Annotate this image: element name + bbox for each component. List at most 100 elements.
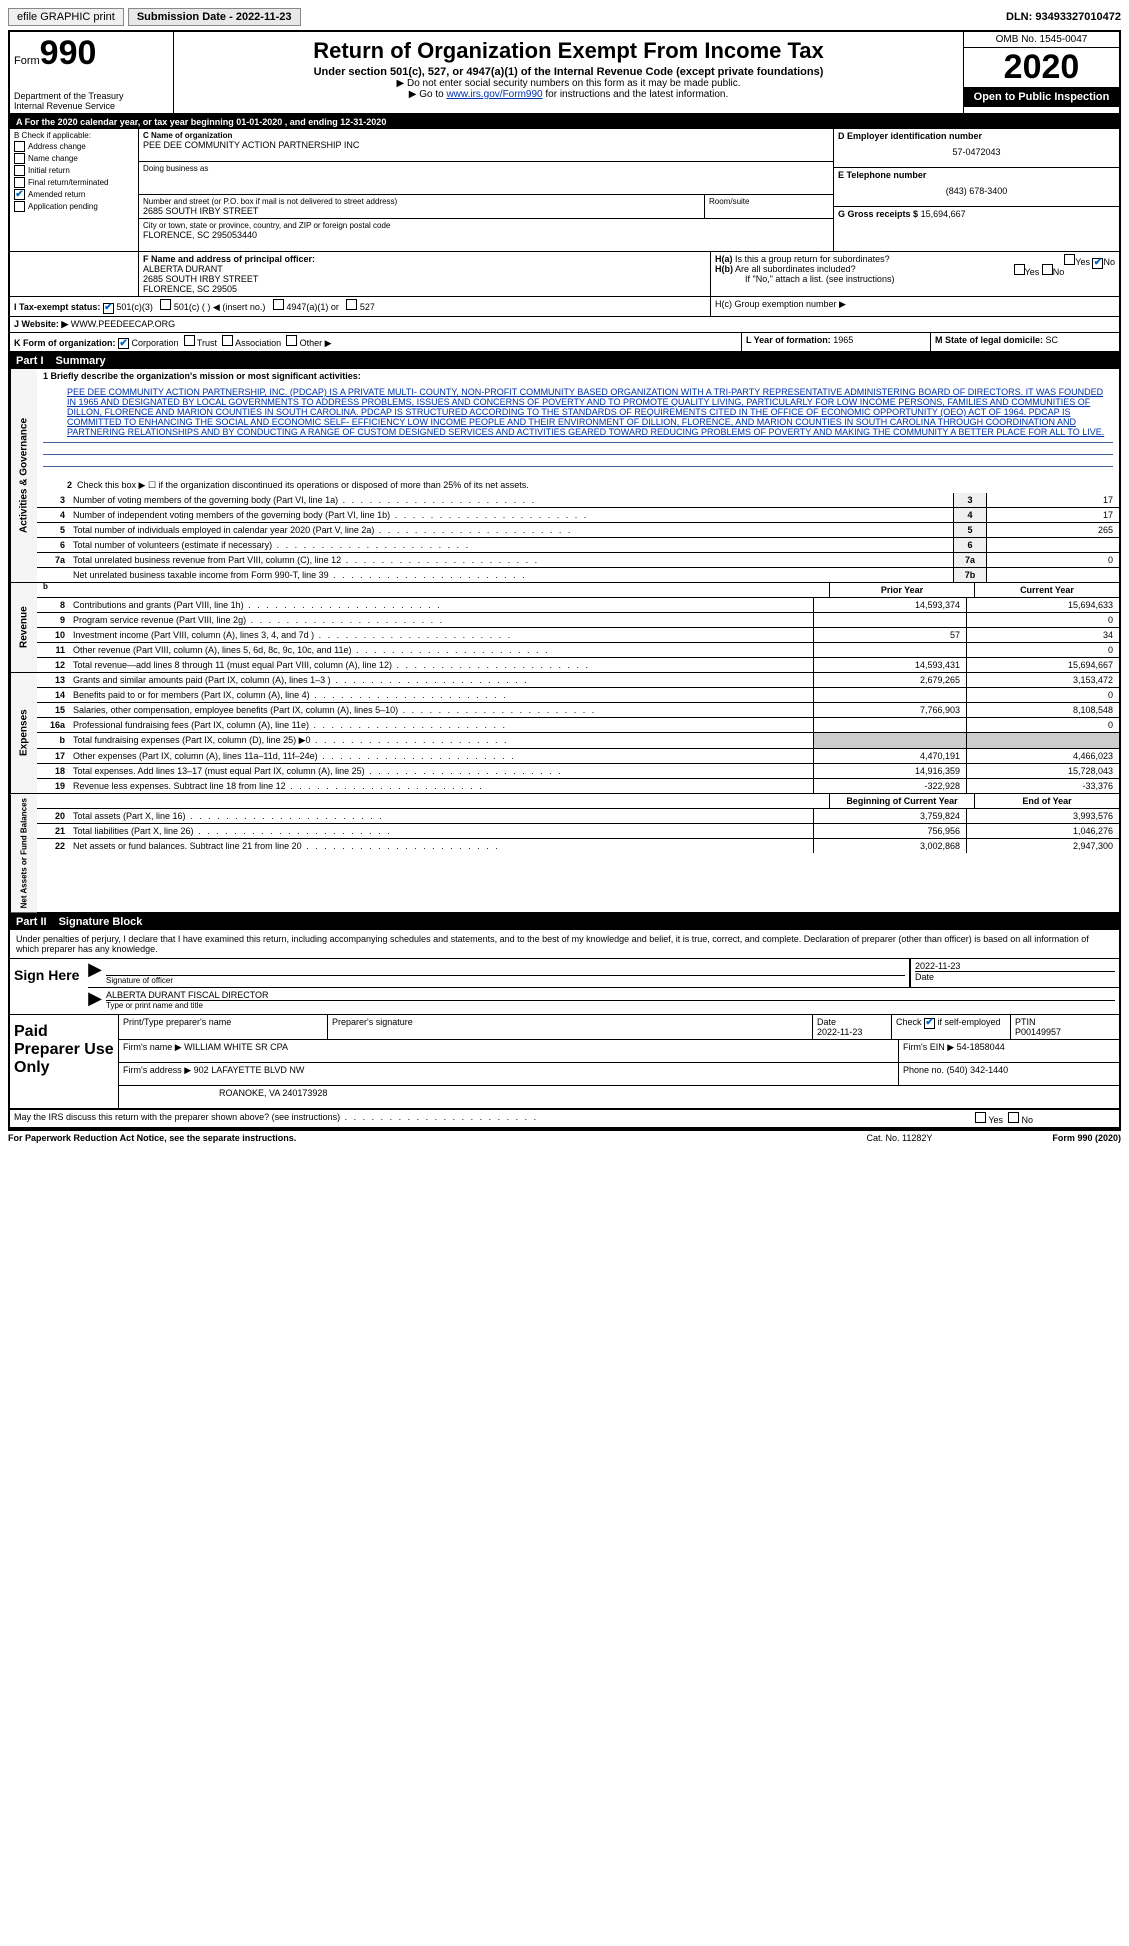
- line-num: 3: [37, 493, 69, 507]
- line-num: b: [37, 733, 69, 748]
- hb-no-checkbox[interactable]: [1042, 264, 1053, 275]
- data-line: 19 Revenue less expenses. Subtract line …: [37, 779, 1119, 793]
- ha-no-checkbox[interactable]: [1092, 258, 1103, 269]
- line-value: [986, 568, 1119, 582]
- footer-center: Cat. No. 11282Y: [867, 1133, 933, 1143]
- preparer-block: Paid Preparer Use Only Print/Type prepar…: [10, 1015, 1119, 1110]
- line-text: Number of independent voting members of …: [69, 508, 953, 522]
- line-num: 5: [37, 523, 69, 537]
- dba-label: Doing business as: [143, 164, 829, 173]
- revenue-side-label: Revenue: [10, 583, 37, 672]
- officer-street: 2685 SOUTH IRBY STREET: [143, 274, 258, 284]
- 527-checkbox[interactable]: [346, 299, 357, 310]
- line-num: 13: [37, 673, 69, 687]
- data-line: 11 Other revenue (Part VIII, column (A),…: [37, 643, 1119, 658]
- current-value: 15,694,633: [966, 598, 1119, 612]
- ssn-note: ▶ Do not enter social security numbers o…: [182, 78, 955, 89]
- prior-year-header: Prior Year: [829, 583, 974, 597]
- domicile-value: SC: [1046, 335, 1059, 345]
- data-line: 21 Total liabilities (Part X, line 26) 7…: [37, 824, 1119, 839]
- activities-side-label: Activities & Governance: [10, 369, 37, 582]
- checkbox-label: Final return/terminated: [28, 178, 108, 187]
- 501c3-checkbox[interactable]: [103, 303, 114, 314]
- checkbox[interactable]: [14, 153, 25, 164]
- current-value: 2,947,300: [966, 839, 1119, 853]
- checkbox[interactable]: [14, 141, 25, 152]
- revenue-header: b Prior Year Current Year: [37, 583, 1119, 598]
- prior-value: [813, 613, 966, 627]
- self-employed-checkbox[interactable]: [924, 1018, 935, 1029]
- discuss-no-checkbox[interactable]: [1008, 1112, 1019, 1123]
- checkbox[interactable]: [14, 165, 25, 176]
- open-public-label: Open to Public Inspection: [964, 87, 1119, 107]
- prior-value: 57: [813, 628, 966, 642]
- assoc-checkbox[interactable]: [222, 335, 233, 346]
- line-value: 17: [986, 508, 1119, 522]
- ruled-line: [43, 454, 1113, 465]
- line-box: 6: [953, 538, 986, 552]
- line-box: 7a: [953, 553, 986, 567]
- hb-yes-checkbox[interactable]: [1014, 264, 1025, 275]
- room-label: Room/suite: [709, 197, 829, 206]
- submission-date-button[interactable]: Submission Date - 2022-11-23: [128, 8, 301, 26]
- website-label: J Website: ▶: [14, 319, 68, 329]
- row-f-h: F Name and address of principal officer:…: [10, 252, 1119, 297]
- line-box: 4: [953, 508, 986, 522]
- line-num: 22: [37, 839, 69, 853]
- year-formation-label: L Year of formation:: [746, 335, 831, 345]
- line-num: 10: [37, 628, 69, 642]
- line-text: Total assets (Part X, line 16): [69, 809, 813, 823]
- other-checkbox[interactable]: [286, 335, 297, 346]
- data-line: 22 Net assets or fund balances. Subtract…: [37, 839, 1119, 853]
- tax-year: 2020: [964, 48, 1119, 87]
- ruled-line: [43, 466, 1113, 477]
- footer: For Paperwork Reduction Act Notice, see …: [8, 1131, 1121, 1145]
- checkbox[interactable]: [14, 189, 25, 200]
- 501c-checkbox[interactable]: [160, 299, 171, 310]
- org-name: PEE DEE COMMUNITY ACTION PARTNERSHIP INC: [143, 140, 829, 150]
- mission-text: PEE DEE COMMUNITY ACTION PARTNERSHIP, IN…: [67, 387, 1104, 437]
- irs-link[interactable]: www.irs.gov/Form990: [446, 89, 542, 100]
- current-value: 4,466,023: [966, 749, 1119, 763]
- website-value: WWW.PEEDEECAP.ORG: [71, 319, 175, 329]
- line-num: [37, 568, 69, 582]
- prior-value: [813, 643, 966, 657]
- box-d-e-g: D Employer identification number 57-0472…: [833, 129, 1119, 251]
- omb-number: OMB No. 1545-0047: [964, 32, 1119, 48]
- line-text: Other revenue (Part VIII, column (A), li…: [69, 643, 813, 657]
- row-klm: K Form of organization: Corporation Trus…: [10, 333, 1119, 354]
- box-b: B Check if applicable: Address changeNam…: [10, 129, 139, 251]
- line-text: Investment income (Part VIII, column (A)…: [69, 628, 813, 642]
- 4947-checkbox[interactable]: [273, 299, 284, 310]
- line-text: Total liabilities (Part X, line 26): [69, 824, 813, 838]
- ha-yes-checkbox[interactable]: [1064, 254, 1075, 265]
- info-grid: B Check if applicable: Address changeNam…: [10, 129, 1119, 252]
- line-value: 0: [986, 553, 1119, 567]
- prior-value: 3,759,824: [813, 809, 966, 823]
- checkbox[interactable]: [14, 201, 25, 212]
- sign-here-label: Sign Here: [10, 959, 88, 1014]
- line-text: Grants and similar amounts paid (Part IX…: [69, 673, 813, 687]
- prep-name-label: Print/Type preparer's name: [123, 1017, 231, 1027]
- box-b-item: Amended return: [14, 189, 134, 200]
- line-text: Total expenses. Add lines 13–17 (must eq…: [69, 764, 813, 778]
- tax-status-label: I Tax-exempt status:: [14, 302, 100, 312]
- expenses-block: Expenses 13 Grants and similar amounts p…: [10, 673, 1119, 794]
- checkbox[interactable]: [14, 177, 25, 188]
- goto-note: ▶ Go to www.irs.gov/Form990 for instruct…: [182, 89, 955, 100]
- phone-label: E Telephone number: [838, 170, 926, 180]
- prior-value: 3,002,868: [813, 839, 966, 853]
- discuss-yes-checkbox[interactable]: [975, 1112, 986, 1123]
- top-block: Form990 Department of the Treasury Inter…: [10, 32, 1119, 115]
- officer-name: ALBERTA DURANT: [143, 264, 223, 274]
- line-num: 14: [37, 688, 69, 702]
- data-line: 18 Total expenses. Add lines 13–17 (must…: [37, 764, 1119, 779]
- trust-checkbox[interactable]: [184, 335, 195, 346]
- line-text: Total revenue—add lines 8 through 11 (mu…: [69, 658, 813, 672]
- line-num: 12: [37, 658, 69, 672]
- corp-checkbox[interactable]: [118, 338, 129, 349]
- activities-governance-block: Activities & Governance 1 Briefly descri…: [10, 369, 1119, 583]
- box-b-item: Name change: [14, 153, 134, 164]
- prior-value: 14,593,431: [813, 658, 966, 672]
- form-prefix: Form: [14, 55, 40, 67]
